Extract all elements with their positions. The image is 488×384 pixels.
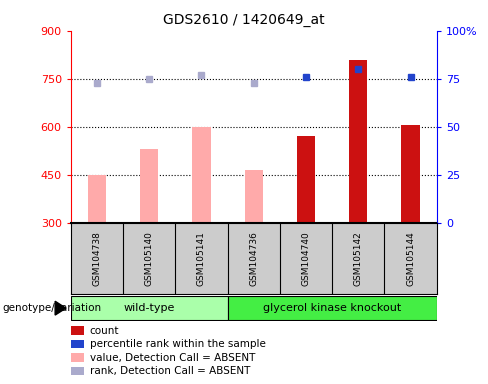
Text: genotype/variation: genotype/variation <box>2 303 102 313</box>
Text: value, Detection Call = ABSENT: value, Detection Call = ABSENT <box>90 353 255 362</box>
Bar <box>192 127 211 223</box>
Text: glycerol kinase knockout: glycerol kinase knockout <box>263 303 401 313</box>
Text: GSM104738: GSM104738 <box>92 231 102 286</box>
Bar <box>71 296 227 320</box>
Text: wild-type: wild-type <box>123 303 175 313</box>
Bar <box>71 353 83 362</box>
Bar <box>402 125 420 223</box>
Bar <box>140 149 158 223</box>
Bar <box>88 175 106 223</box>
Text: GSM105140: GSM105140 <box>144 231 154 286</box>
Text: percentile rank within the sample: percentile rank within the sample <box>90 339 265 349</box>
Text: GSM104736: GSM104736 <box>249 231 258 286</box>
Bar <box>71 367 83 375</box>
Bar <box>227 296 437 320</box>
Text: GSM105142: GSM105142 <box>354 231 363 286</box>
Bar <box>244 170 263 223</box>
Text: GDS2610 / 1420649_at: GDS2610 / 1420649_at <box>163 13 325 27</box>
Text: count: count <box>90 326 119 336</box>
Bar <box>297 136 315 223</box>
Text: GSM105141: GSM105141 <box>197 231 206 286</box>
Bar <box>71 326 83 335</box>
Text: rank, Detection Call = ABSENT: rank, Detection Call = ABSENT <box>90 366 250 376</box>
Text: GSM104740: GSM104740 <box>302 231 310 286</box>
Bar <box>349 60 367 223</box>
Bar <box>71 340 83 348</box>
Text: GSM105144: GSM105144 <box>406 231 415 286</box>
